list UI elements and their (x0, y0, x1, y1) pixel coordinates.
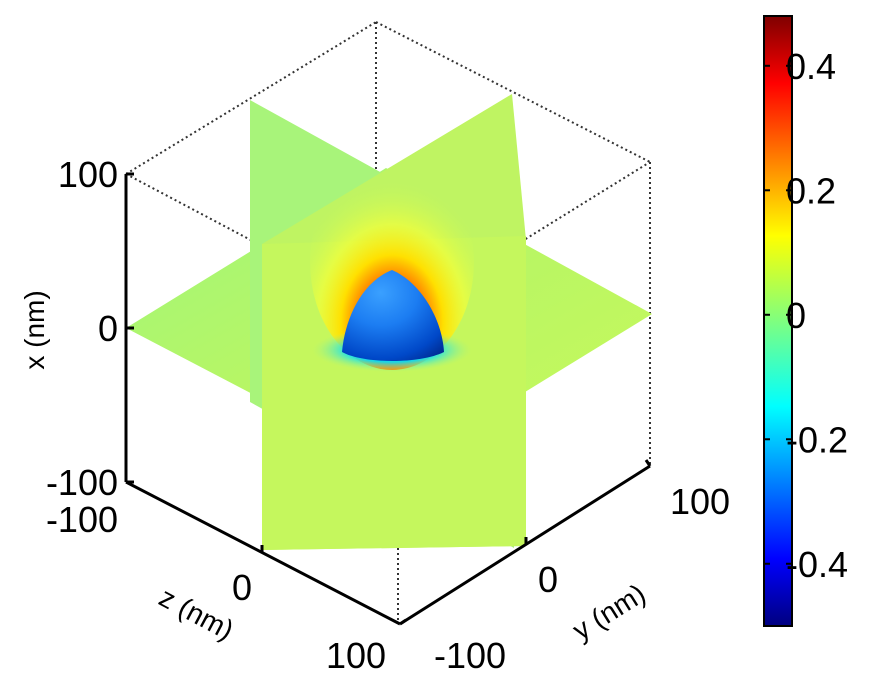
y-tick-label: -100 (434, 635, 506, 676)
x-tick-label: 0 (98, 308, 118, 349)
y-tick-label: 0 (538, 559, 558, 600)
z-tick-label: 100 (326, 635, 386, 676)
colorbar-tick-label: 0.4 (786, 46, 836, 87)
colorbar-tick-label: -0.2 (786, 419, 848, 460)
colorbar-tick-label: 0.2 (786, 170, 836, 211)
z-axis-label: z (nm) (154, 581, 239, 646)
front-axes (124, 172, 652, 626)
tick-labels: -100 0 100 -100 0 100 -100 0 100 (46, 154, 730, 676)
z-tick-label: -100 (46, 499, 118, 540)
y-tick-label: 100 (670, 481, 730, 522)
x-tick-label: -100 (46, 462, 118, 503)
colorbar-gradient (763, 15, 793, 627)
colorbar-ticks: 0.4 0.2 0 -0.2 -0.4 (764, 46, 848, 585)
colorbar-tick-label: -0.4 (786, 544, 848, 585)
y-axis-label: y (nm) (567, 578, 651, 646)
x-axis-label: x (nm) (19, 290, 50, 369)
colorbar: 0.4 0.2 0 -0.2 -0.4 (763, 15, 848, 627)
colorbar-tick-label: 0 (786, 295, 806, 336)
hemisphere-object (342, 270, 444, 361)
z-tick-label: 0 (232, 567, 252, 608)
x-tick-label: 100 (58, 154, 118, 195)
